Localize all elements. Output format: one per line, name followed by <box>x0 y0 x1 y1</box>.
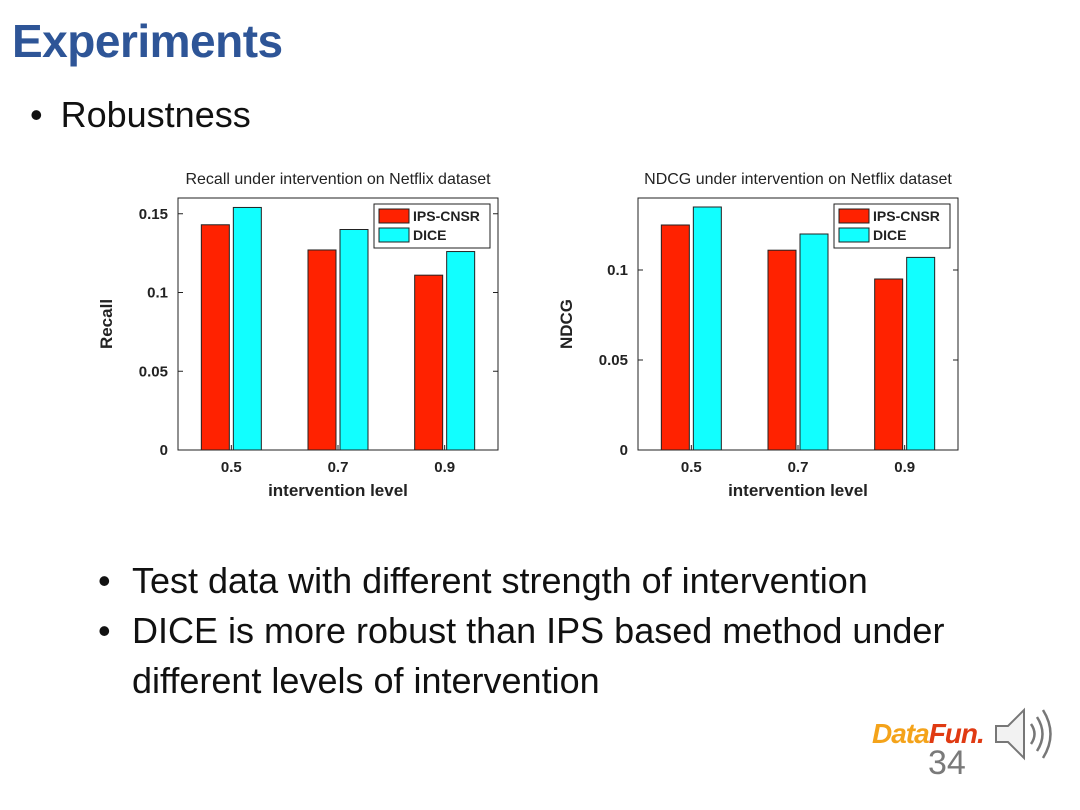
bar-ips-cnsr <box>307 249 337 451</box>
y-tick-label: 0 <box>620 442 628 459</box>
datafun-logo: DataFun. <box>872 718 985 750</box>
y-tick-label: 0.05 <box>599 352 628 369</box>
y-axis-label: Recall <box>97 299 116 349</box>
x-tick-label: 0.7 <box>788 459 809 476</box>
bullet-dot: • <box>30 94 43 135</box>
bar-dice <box>339 229 369 451</box>
bar-ips-cnsr <box>874 278 904 451</box>
bar-dice <box>906 256 936 451</box>
legend-label: DICE <box>413 227 446 243</box>
x-axis-label: intervention level <box>728 481 868 500</box>
legend-label: DICE <box>873 227 906 243</box>
bar-dice <box>692 206 722 451</box>
y-tick-label: 0.15 <box>139 206 168 223</box>
bullet-dot: • <box>98 560 111 601</box>
x-tick-label: 0.9 <box>894 459 915 476</box>
legend-swatch <box>378 227 410 243</box>
x-tick-label: 0.7 <box>328 459 349 476</box>
x-axis-label: intervention level <box>268 481 408 500</box>
recall-chart: Recall under intervention on Netflix dat… <box>88 160 528 510</box>
page-number: 34 <box>928 744 966 782</box>
bar-ips-cnsr <box>200 224 230 451</box>
y-tick-label: 0.1 <box>607 262 628 279</box>
logo-text-a: Data <box>872 718 930 749</box>
y-tick-label: 0 <box>160 442 168 459</box>
bullet-item: • DICE is more robust than IPS based met… <box>98 606 1038 706</box>
bar-dice <box>446 251 476 451</box>
bar-dice <box>799 233 829 451</box>
slide-title: Experiments <box>12 15 283 67</box>
bar-dice <box>232 206 262 451</box>
bullet-text: Test data with different strength of int… <box>132 560 868 601</box>
ndcg-chart: NDCG under intervention on Netflix datas… <box>548 160 988 510</box>
slide-footer: DataFun. 34 <box>872 700 1062 810</box>
bullet-list: • Test data with different strength of i… <box>98 556 1038 706</box>
y-tick-label: 0.05 <box>139 363 168 380</box>
legend-label: IPS-CNSR <box>413 208 480 224</box>
x-tick-label: 0.9 <box>434 459 455 476</box>
ndcg-chart-svg: NDCG under intervention on Netflix datas… <box>557 171 959 500</box>
subtitle-bullet: • Robustness <box>30 94 251 136</box>
y-tick-label: 0.1 <box>147 285 168 302</box>
bar-ips-cnsr <box>767 249 797 451</box>
chart-title: NDCG under intervention on Netflix datas… <box>644 171 952 188</box>
speaker-icon[interactable] <box>988 700 1058 770</box>
y-axis-label: NDCG <box>557 299 576 349</box>
bar-ips-cnsr <box>414 274 444 451</box>
legend-swatch <box>838 208 870 224</box>
logo-text-b: Fun. <box>928 718 985 749</box>
subtitle-text: Robustness <box>60 94 251 135</box>
x-tick-label: 0.5 <box>681 459 702 476</box>
bar-ips-cnsr <box>660 224 690 451</box>
x-tick-label: 0.5 <box>221 459 242 476</box>
legend-swatch <box>378 208 410 224</box>
bullet-text: DICE is more robust than IPS based metho… <box>132 610 945 701</box>
legend-label: IPS-CNSR <box>873 208 940 224</box>
chart-title: Recall under intervention on Netflix dat… <box>185 171 491 188</box>
recall-chart-svg: Recall under intervention on Netflix dat… <box>97 171 499 500</box>
legend-swatch <box>838 227 870 243</box>
bullet-item: • Test data with different strength of i… <box>98 556 1038 606</box>
bullet-dot: • <box>98 610 111 651</box>
